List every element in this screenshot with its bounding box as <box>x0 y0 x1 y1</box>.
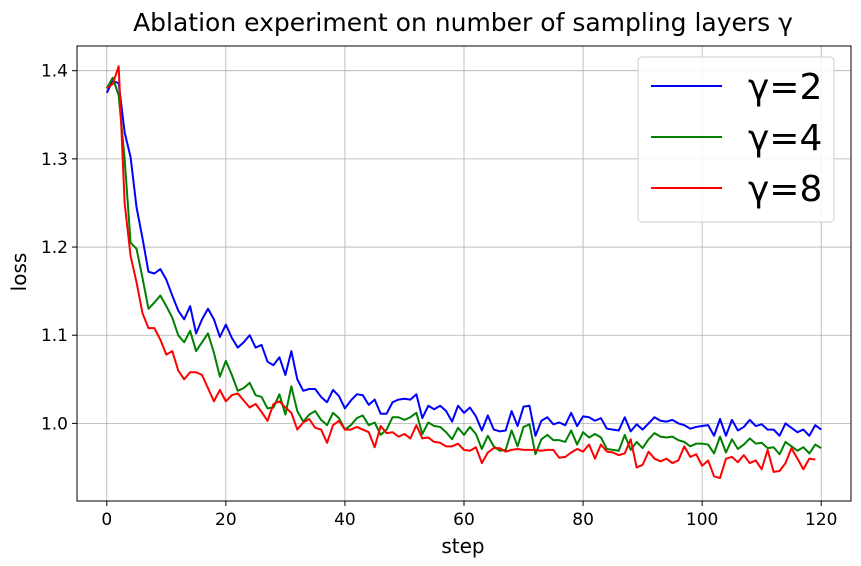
x-tick-label: 0 <box>101 510 112 530</box>
y-tick-label: 1.0 <box>41 414 68 434</box>
legend-label-2: γ=4 <box>748 118 822 159</box>
legend-label-1: γ=2 <box>748 67 822 108</box>
legend-box <box>637 56 835 223</box>
y-tick-label: 1.1 <box>41 326 68 346</box>
x-axis-label: step <box>441 534 484 558</box>
series-line-1 <box>105 80 822 437</box>
chart-title: Ablation experiment on number of samplin… <box>133 8 793 37</box>
legend-label-3: γ=8 <box>748 169 822 210</box>
series-line-3 <box>106 65 816 480</box>
x-tick-label: 80 <box>572 510 594 530</box>
legend: γ=2 γ=4 γ=8 <box>637 56 835 223</box>
x-tick-label: 40 <box>334 510 356 530</box>
y-tick-label: 1.2 <box>41 238 68 258</box>
series-line-2 <box>105 76 822 456</box>
x-tick-label: 120 <box>805 510 837 530</box>
y-tick-label: 1.3 <box>41 150 68 170</box>
y-tick-label: 1.4 <box>41 62 68 82</box>
y-axis-label: loss <box>7 253 31 292</box>
x-tick-label: 60 <box>453 510 475 530</box>
x-tick-label: 20 <box>215 510 237 530</box>
x-tick-label: 100 <box>686 510 718 530</box>
